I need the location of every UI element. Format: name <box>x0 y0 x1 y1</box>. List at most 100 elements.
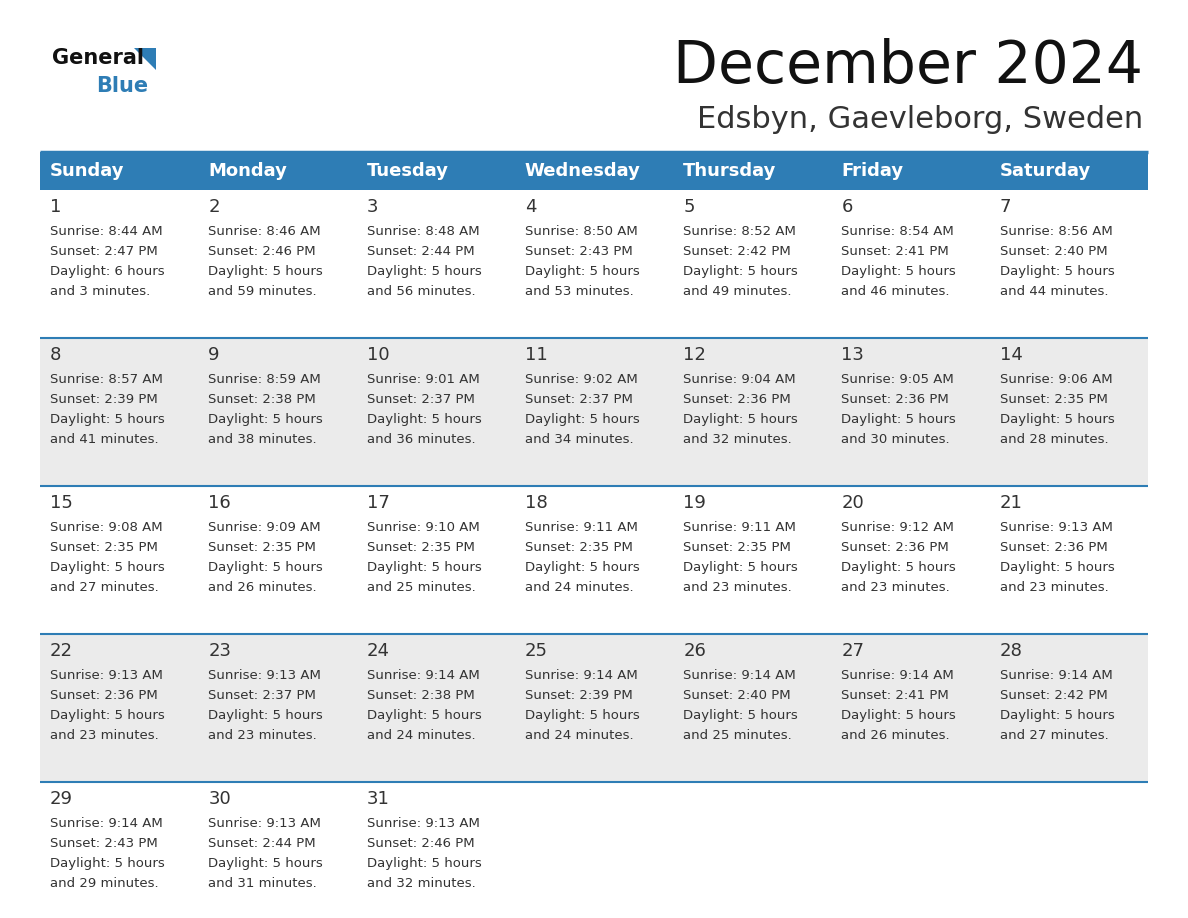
Text: Sunset: 2:36 PM: Sunset: 2:36 PM <box>50 689 158 702</box>
Text: 29: 29 <box>50 790 72 808</box>
Text: 28: 28 <box>1000 642 1023 660</box>
Text: Daylight: 6 hours: Daylight: 6 hours <box>50 265 165 278</box>
Text: and 27 minutes.: and 27 minutes. <box>1000 729 1108 742</box>
Text: Edsbyn, Gaevleborg, Sweden: Edsbyn, Gaevleborg, Sweden <box>696 105 1143 134</box>
Text: and 38 minutes.: and 38 minutes. <box>208 433 317 446</box>
Text: Sunset: 2:35 PM: Sunset: 2:35 PM <box>1000 393 1107 406</box>
Text: Daylight: 5 hours: Daylight: 5 hours <box>683 561 798 574</box>
Text: 31: 31 <box>367 790 390 808</box>
Text: Sunset: 2:39 PM: Sunset: 2:39 PM <box>50 393 158 406</box>
Text: and 28 minutes.: and 28 minutes. <box>1000 433 1108 446</box>
Text: 8: 8 <box>50 346 62 364</box>
Text: Daylight: 5 hours: Daylight: 5 hours <box>1000 413 1114 426</box>
Text: Sunrise: 9:14 AM: Sunrise: 9:14 AM <box>367 669 479 682</box>
Text: Sunrise: 9:13 AM: Sunrise: 9:13 AM <box>1000 521 1113 534</box>
Text: and 32 minutes.: and 32 minutes. <box>367 877 475 890</box>
Text: Sunset: 2:36 PM: Sunset: 2:36 PM <box>841 541 949 554</box>
Text: 9: 9 <box>208 346 220 364</box>
Text: Sunrise: 8:50 AM: Sunrise: 8:50 AM <box>525 225 638 238</box>
Text: Sunset: 2:41 PM: Sunset: 2:41 PM <box>841 689 949 702</box>
Text: Sunrise: 9:09 AM: Sunrise: 9:09 AM <box>208 521 321 534</box>
Text: and 30 minutes.: and 30 minutes. <box>841 433 950 446</box>
Text: Sunrise: 9:11 AM: Sunrise: 9:11 AM <box>525 521 638 534</box>
Text: and 46 minutes.: and 46 minutes. <box>841 285 950 298</box>
Text: Sunset: 2:46 PM: Sunset: 2:46 PM <box>208 245 316 258</box>
Text: and 25 minutes.: and 25 minutes. <box>367 581 475 594</box>
Text: Sunset: 2:42 PM: Sunset: 2:42 PM <box>683 245 791 258</box>
Text: Sunset: 2:47 PM: Sunset: 2:47 PM <box>50 245 158 258</box>
Text: Daylight: 5 hours: Daylight: 5 hours <box>50 857 165 870</box>
Bar <box>40 486 1148 634</box>
Text: 7: 7 <box>1000 198 1011 216</box>
Text: Daylight: 5 hours: Daylight: 5 hours <box>525 561 639 574</box>
Text: and 34 minutes.: and 34 minutes. <box>525 433 633 446</box>
Text: Sunset: 2:43 PM: Sunset: 2:43 PM <box>50 837 158 850</box>
Text: 20: 20 <box>841 494 864 512</box>
Bar <box>40 634 1148 782</box>
Text: Blue: Blue <box>96 76 148 96</box>
Text: Sunset: 2:36 PM: Sunset: 2:36 PM <box>841 393 949 406</box>
Text: Daylight: 5 hours: Daylight: 5 hours <box>50 709 165 722</box>
Text: Daylight: 5 hours: Daylight: 5 hours <box>525 709 639 722</box>
Text: Daylight: 5 hours: Daylight: 5 hours <box>841 709 956 722</box>
Text: and 23 minutes.: and 23 minutes. <box>1000 581 1108 594</box>
Text: 18: 18 <box>525 494 548 512</box>
Text: Daylight: 5 hours: Daylight: 5 hours <box>367 413 481 426</box>
Text: and 53 minutes.: and 53 minutes. <box>525 285 633 298</box>
Text: and 25 minutes.: and 25 minutes. <box>683 729 792 742</box>
Text: and 26 minutes.: and 26 minutes. <box>841 729 950 742</box>
Text: Tuesday: Tuesday <box>367 162 449 180</box>
Text: Sunrise: 8:56 AM: Sunrise: 8:56 AM <box>1000 225 1112 238</box>
Polygon shape <box>134 48 156 70</box>
Bar <box>40 782 1148 918</box>
Text: 24: 24 <box>367 642 390 660</box>
Text: 15: 15 <box>50 494 72 512</box>
Text: Sunset: 2:35 PM: Sunset: 2:35 PM <box>525 541 633 554</box>
Text: Daylight: 5 hours: Daylight: 5 hours <box>208 709 323 722</box>
Text: Daylight: 5 hours: Daylight: 5 hours <box>208 413 323 426</box>
Text: 10: 10 <box>367 346 390 364</box>
Text: Daylight: 5 hours: Daylight: 5 hours <box>683 413 798 426</box>
Text: Daylight: 5 hours: Daylight: 5 hours <box>841 265 956 278</box>
Text: Daylight: 5 hours: Daylight: 5 hours <box>367 265 481 278</box>
Text: Daylight: 5 hours: Daylight: 5 hours <box>841 561 956 574</box>
Text: and 41 minutes.: and 41 minutes. <box>50 433 159 446</box>
Text: 12: 12 <box>683 346 706 364</box>
Text: Daylight: 5 hours: Daylight: 5 hours <box>683 265 798 278</box>
Text: Daylight: 5 hours: Daylight: 5 hours <box>525 265 639 278</box>
Text: General: General <box>52 48 144 68</box>
Text: Sunrise: 9:05 AM: Sunrise: 9:05 AM <box>841 373 954 386</box>
Text: Daylight: 5 hours: Daylight: 5 hours <box>367 561 481 574</box>
Text: 19: 19 <box>683 494 706 512</box>
Text: Sunrise: 8:44 AM: Sunrise: 8:44 AM <box>50 225 163 238</box>
Text: and 23 minutes.: and 23 minutes. <box>683 581 792 594</box>
Text: 26: 26 <box>683 642 706 660</box>
Text: Sunrise: 8:52 AM: Sunrise: 8:52 AM <box>683 225 796 238</box>
Text: Sunset: 2:35 PM: Sunset: 2:35 PM <box>50 541 158 554</box>
Text: Daylight: 5 hours: Daylight: 5 hours <box>208 561 323 574</box>
Text: Sunset: 2:40 PM: Sunset: 2:40 PM <box>683 689 791 702</box>
Text: and 36 minutes.: and 36 minutes. <box>367 433 475 446</box>
Text: Sunset: 2:35 PM: Sunset: 2:35 PM <box>208 541 316 554</box>
Text: 22: 22 <box>50 642 72 660</box>
Text: Sunset: 2:37 PM: Sunset: 2:37 PM <box>525 393 633 406</box>
Text: 25: 25 <box>525 642 548 660</box>
Text: and 3 minutes.: and 3 minutes. <box>50 285 150 298</box>
Text: Daylight: 5 hours: Daylight: 5 hours <box>367 709 481 722</box>
Text: Sunrise: 9:13 AM: Sunrise: 9:13 AM <box>208 817 321 830</box>
Text: 17: 17 <box>367 494 390 512</box>
Text: 14: 14 <box>1000 346 1023 364</box>
Text: Monday: Monday <box>208 162 287 180</box>
Text: Sunrise: 9:14 AM: Sunrise: 9:14 AM <box>50 817 163 830</box>
Text: and 23 minutes.: and 23 minutes. <box>50 729 159 742</box>
Text: Sunset: 2:44 PM: Sunset: 2:44 PM <box>367 245 474 258</box>
Text: 2: 2 <box>208 198 220 216</box>
Text: Sunset: 2:35 PM: Sunset: 2:35 PM <box>367 541 474 554</box>
Text: Daylight: 5 hours: Daylight: 5 hours <box>1000 561 1114 574</box>
Text: 11: 11 <box>525 346 548 364</box>
Text: Friday: Friday <box>841 162 904 180</box>
Text: 23: 23 <box>208 642 232 660</box>
Text: and 27 minutes.: and 27 minutes. <box>50 581 159 594</box>
Text: and 32 minutes.: and 32 minutes. <box>683 433 792 446</box>
Text: Wednesday: Wednesday <box>525 162 640 180</box>
